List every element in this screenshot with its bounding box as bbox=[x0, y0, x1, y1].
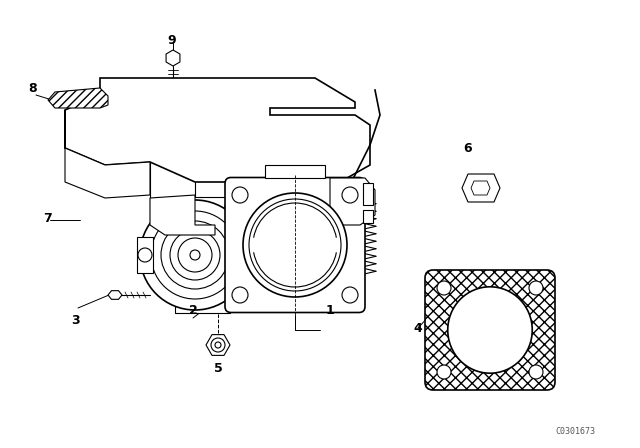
Polygon shape bbox=[65, 110, 150, 198]
Polygon shape bbox=[137, 237, 153, 273]
Text: 8: 8 bbox=[29, 82, 37, 95]
Polygon shape bbox=[166, 50, 180, 66]
Polygon shape bbox=[225, 205, 230, 285]
Text: 4: 4 bbox=[413, 322, 422, 335]
Circle shape bbox=[342, 187, 358, 203]
Circle shape bbox=[529, 281, 543, 295]
Text: 3: 3 bbox=[70, 314, 79, 327]
Circle shape bbox=[529, 365, 543, 379]
Polygon shape bbox=[108, 291, 122, 299]
Circle shape bbox=[138, 248, 152, 262]
Polygon shape bbox=[330, 178, 375, 225]
Circle shape bbox=[249, 199, 341, 291]
Text: C0301673: C0301673 bbox=[555, 427, 595, 436]
Polygon shape bbox=[175, 197, 230, 313]
Circle shape bbox=[178, 238, 212, 272]
FancyBboxPatch shape bbox=[425, 270, 555, 390]
Polygon shape bbox=[363, 183, 373, 205]
Polygon shape bbox=[150, 195, 215, 235]
Polygon shape bbox=[462, 174, 500, 202]
Polygon shape bbox=[265, 165, 325, 178]
Circle shape bbox=[232, 187, 248, 203]
Circle shape bbox=[243, 193, 347, 297]
Polygon shape bbox=[65, 78, 370, 182]
Circle shape bbox=[232, 287, 248, 303]
Text: 2: 2 bbox=[189, 303, 197, 316]
Polygon shape bbox=[48, 88, 108, 108]
Text: 1: 1 bbox=[326, 303, 334, 316]
Circle shape bbox=[170, 230, 220, 280]
Circle shape bbox=[211, 338, 225, 352]
Circle shape bbox=[215, 342, 221, 348]
Circle shape bbox=[151, 211, 239, 299]
Circle shape bbox=[437, 365, 451, 379]
Circle shape bbox=[342, 287, 358, 303]
Text: 6: 6 bbox=[464, 142, 472, 155]
Polygon shape bbox=[206, 335, 230, 355]
Text: 9: 9 bbox=[168, 34, 176, 47]
Polygon shape bbox=[363, 210, 373, 223]
Circle shape bbox=[140, 200, 250, 310]
Ellipse shape bbox=[448, 287, 532, 373]
Circle shape bbox=[190, 250, 200, 260]
FancyBboxPatch shape bbox=[225, 177, 365, 313]
Text: 7: 7 bbox=[44, 211, 52, 224]
Circle shape bbox=[437, 281, 451, 295]
Polygon shape bbox=[471, 181, 490, 195]
Text: 5: 5 bbox=[214, 362, 222, 375]
Circle shape bbox=[161, 221, 229, 289]
